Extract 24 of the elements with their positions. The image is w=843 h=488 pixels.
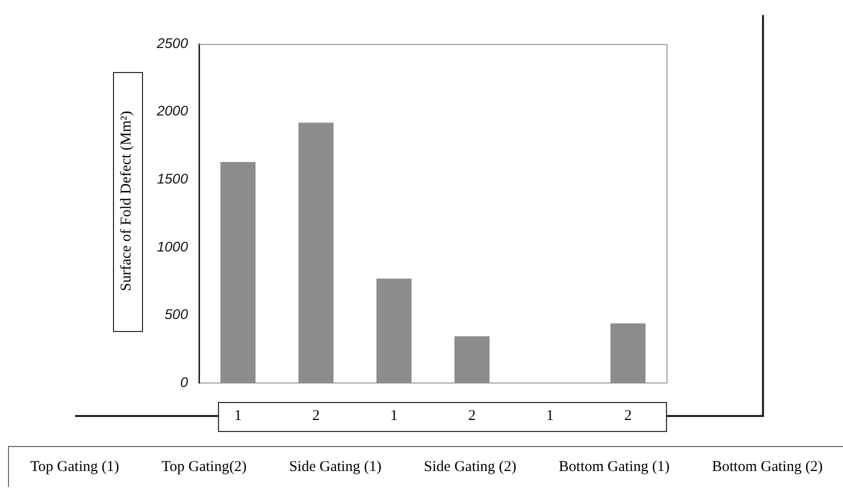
x-tick-label: 2 <box>312 408 320 424</box>
bar <box>376 278 412 383</box>
x-tick-label: 2 <box>624 408 632 424</box>
y-tick-label: 500 <box>164 306 188 322</box>
text: Side Gating (1) <box>289 458 382 476</box>
text: Side Gating (2) <box>424 458 516 476</box>
x-tick-label: 2 <box>468 408 476 424</box>
y-tick-label: 1500 <box>156 170 188 186</box>
bar <box>454 336 490 383</box>
bar <box>298 122 334 383</box>
bar <box>610 323 646 383</box>
y-tick-label: 2500 <box>156 34 188 51</box>
y-tick-label: 2000 <box>156 102 188 119</box>
x-tick-label: 1 <box>234 408 242 424</box>
text: Bottom Gating (2) <box>712 458 823 476</box>
text: Top Gating (1) <box>30 458 120 476</box>
x-tick-label: 1 <box>390 408 398 424</box>
y-tick-label: 1000 <box>156 238 188 254</box>
y-axis-title: Surface of Fold Defect (Mm²) <box>118 110 136 292</box>
y-tick-label: 0 <box>180 374 188 390</box>
x-tick-label: 1 <box>546 408 554 424</box>
text: Top Gating(2) <box>162 458 247 476</box>
text: Bottom Gating (1) <box>558 458 670 476</box>
bar <box>220 162 256 383</box>
